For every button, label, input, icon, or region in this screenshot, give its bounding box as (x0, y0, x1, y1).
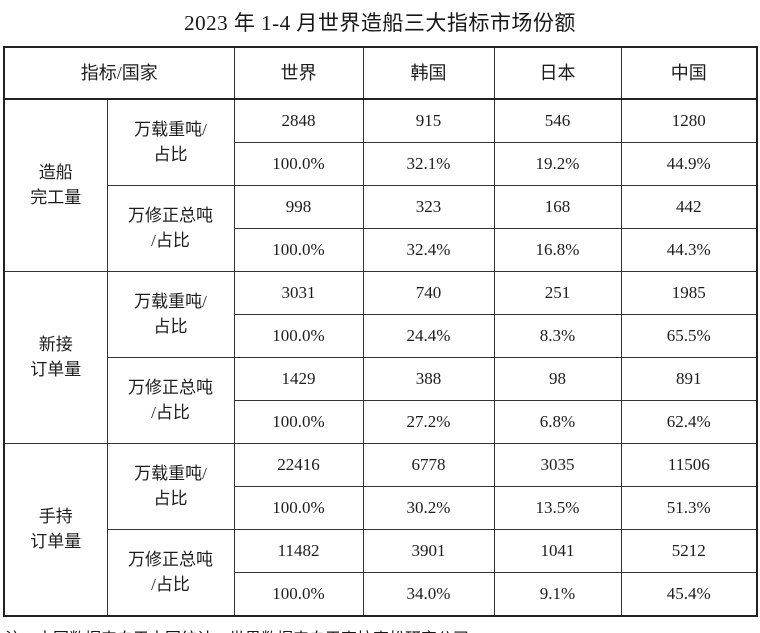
value-cell: 11482 (233, 529, 364, 573)
value-cell: 3901 (362, 529, 495, 573)
value-cell: 98 (493, 357, 622, 401)
share-cell: 62.4% (620, 400, 758, 444)
col-header-japan: 日本 (493, 46, 622, 100)
share-cell: 45.4% (620, 572, 758, 617)
table-row: 新接 订单量 万载重吨/ 占比 3031 740 251 1985 (3, 271, 758, 444)
value-cell: 3031 (233, 271, 364, 315)
share-cell: 6.8% (493, 400, 622, 444)
metric-label-dwt: 万载重吨/ 占比 (106, 443, 235, 530)
table-row: 100.0% 34.0% 9.1% 45.4% (4, 572, 758, 617)
share-cell: 100.0% (233, 400, 364, 444)
value-cell: 5212 (620, 529, 758, 573)
value-cell: 998 (233, 185, 364, 229)
table-row: 万修正总吨 /占比 1429 388 98 891 (4, 357, 758, 444)
share-cell: 44.9% (620, 142, 758, 186)
share-cell: 8.3% (493, 314, 622, 358)
share-cell: 65.5% (620, 314, 758, 358)
corner-header-cell: 指标/国家 (3, 46, 235, 100)
share-cell: 44.3% (620, 228, 758, 272)
metric-label-cgt: 万修正总吨 /占比 (106, 185, 235, 272)
value-cell: 251 (493, 271, 622, 315)
group-label-completions: 造船 完工量 (3, 98, 108, 272)
share-cell: 32.1% (362, 142, 495, 186)
table-row: 100.0% 24.4% 8.3% 65.5% (4, 314, 758, 358)
col-header-china: 中国 (620, 46, 758, 100)
table-row: 100.0% 32.4% 16.8% 44.3% (4, 228, 758, 272)
value-cell: 915 (362, 98, 495, 143)
source-note: 注：中国数据来自于中国统计，世界数据来自于克拉克松研究公司。 (3, 617, 757, 633)
metric-label-dwt: 万载重吨/ 占比 (106, 98, 235, 186)
table-row: 100.0% 27.2% 6.8% 62.4% (4, 400, 758, 444)
share-cell: 100.0% (233, 314, 364, 358)
share-cell: 100.0% (233, 142, 364, 186)
value-cell: 740 (362, 271, 495, 315)
value-cell: 388 (362, 357, 495, 401)
col-header-world: 世界 (233, 46, 364, 100)
value-cell: 323 (362, 185, 495, 229)
table-row: 万修正总吨 /占比 11482 3901 1041 5212 (4, 529, 758, 617)
value-cell: 11506 (620, 443, 758, 487)
value-cell: 891 (620, 357, 758, 401)
group-label-new-orders: 新接 订单量 (3, 271, 108, 444)
group-label-order-backlog: 手持 订单量 (3, 443, 108, 617)
share-cell: 27.2% (362, 400, 495, 444)
table-header-row: 指标/国家 世界 韩国 日本 中国 (3, 46, 758, 100)
value-cell: 1429 (233, 357, 364, 401)
share-cell: 13.5% (493, 486, 622, 530)
value-cell: 168 (493, 185, 622, 229)
value-cell: 1041 (493, 529, 622, 573)
value-cell: 6778 (362, 443, 495, 487)
value-cell: 2848 (233, 98, 364, 143)
share-cell: 34.0% (362, 572, 495, 617)
share-cell: 24.4% (362, 314, 495, 358)
share-cell: 9.1% (493, 572, 622, 617)
value-cell: 546 (493, 98, 622, 143)
value-cell: 442 (620, 185, 758, 229)
market-share-table: 指标/国家 世界 韩国 日本 中国 造船 完工量 万载重吨/ 占比 2848 9… (3, 46, 759, 617)
share-cell: 100.0% (233, 572, 364, 617)
table-row: 造船 完工量 万载重吨/ 占比 2848 915 546 1280 (3, 98, 758, 272)
table-row: 万修正总吨 /占比 998 323 168 442 (4, 185, 758, 272)
table-row: 100.0% 32.1% 19.2% 44.9% (4, 142, 758, 186)
value-cell: 22416 (233, 443, 364, 487)
share-cell: 19.2% (493, 142, 622, 186)
page-title: 2023 年 1-4 月世界造船三大指标市场份额 (184, 11, 576, 35)
metric-label-cgt: 万修正总吨 /占比 (106, 529, 235, 617)
share-cell: 100.0% (233, 486, 364, 530)
share-cell: 16.8% (493, 228, 622, 272)
table-row: 手持 订单量 万载重吨/ 占比 22416 6778 3035 11506 (3, 443, 758, 617)
col-header-korea: 韩国 (362, 46, 495, 100)
share-cell: 32.4% (362, 228, 495, 272)
metric-label-dwt: 万载重吨/ 占比 (106, 271, 235, 358)
metric-label-cgt: 万修正总吨 /占比 (106, 357, 235, 444)
value-cell: 1280 (620, 98, 758, 143)
share-cell: 51.3% (620, 486, 758, 530)
table-row: 100.0% 30.2% 13.5% 51.3% (4, 486, 758, 530)
share-cell: 30.2% (362, 486, 495, 530)
value-cell: 1985 (620, 271, 758, 315)
share-cell: 100.0% (233, 228, 364, 272)
value-cell: 3035 (493, 443, 622, 487)
